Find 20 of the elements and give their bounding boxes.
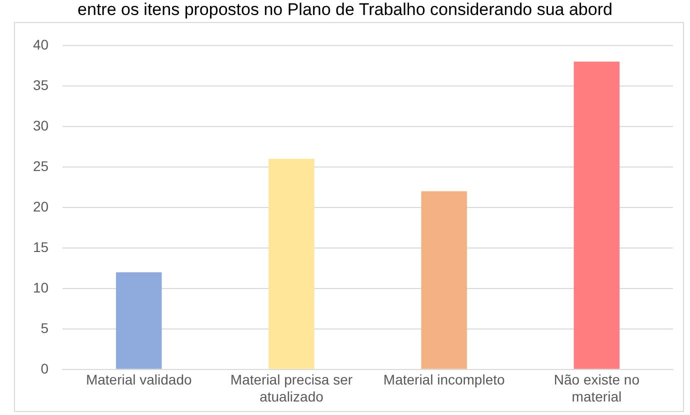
- chart-title: entre os itens propostos no Plano de Trabalho considerando sua abord: [76, 0, 614, 21]
- y-tick-label: 15: [32, 238, 49, 255]
- category-label: atualizado: [260, 388, 324, 404]
- category-label: material: [572, 388, 622, 404]
- category-label: Material validado: [86, 372, 192, 388]
- y-tick-label: 20: [32, 198, 49, 214]
- category-label: Não existe no: [554, 372, 640, 388]
- bar: [268, 158, 314, 369]
- category-label: Material incompleto: [383, 372, 505, 388]
- bar: [421, 191, 467, 369]
- y-tick-label: 0: [40, 360, 49, 376]
- y-tick-label: 5: [40, 320, 49, 336]
- bar: [116, 272, 162, 369]
- y-tick-label: 40: [32, 36, 49, 52]
- category-label: Material precisa ser: [230, 372, 353, 388]
- y-tick-label: 30: [32, 117, 49, 134]
- bar: [574, 62, 620, 369]
- y-tick-label: 35: [32, 76, 49, 93]
- y-tick-label: 10: [32, 279, 49, 296]
- y-tick-label: 25: [32, 158, 49, 174]
